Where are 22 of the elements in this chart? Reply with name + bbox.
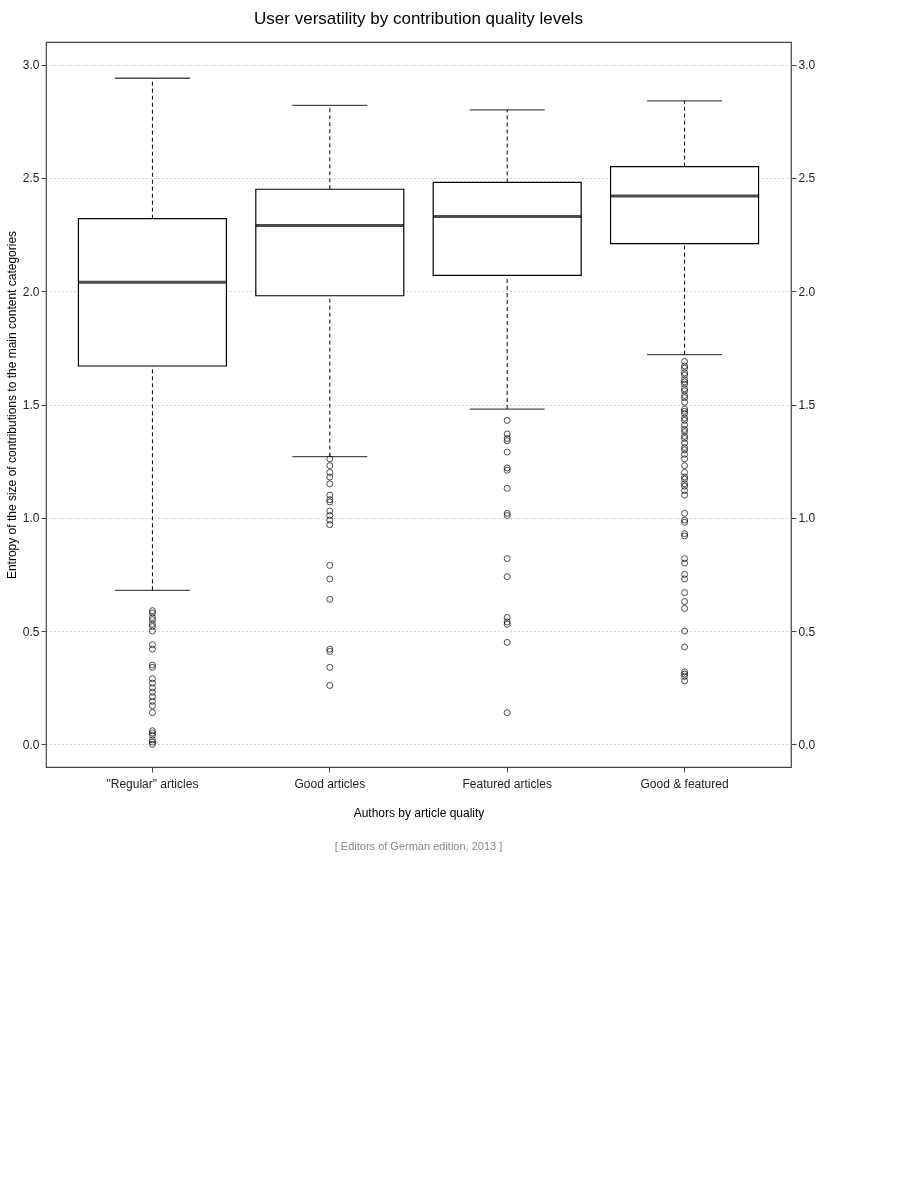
y2-tick-label: 1.0 <box>798 511 816 526</box>
y-tick-label: 2.5 <box>22 171 40 186</box>
y2-tick-label: 3.0 <box>798 58 816 73</box>
y2-tick-label: 1.5 <box>798 398 816 412</box>
y-tick-label: 1.5 <box>22 398 40 412</box>
x-tick-label: Good & featured <box>640 776 729 791</box>
y-tick-label: 3.0 <box>22 58 40 73</box>
text: [ Editors of German edition, 2013 ] <box>334 840 503 852</box>
x-tick-label: Featured articles <box>462 776 552 791</box>
chart-title: User versatility by contribution quality levels <box>254 9 583 28</box>
y-tick-label: 0.5 <box>22 624 40 639</box>
y-axis-title: Entropy of the size of contributions to the main content categories <box>4 230 19 580</box>
x-axis-title: Authors by article quality <box>353 805 485 820</box>
y2-tick-label: 2.0 <box>798 284 816 299</box>
y-tick-label: 0.0 <box>22 737 40 752</box>
y2-tick-label: 0.0 <box>798 737 816 752</box>
y2-tick-label: 0.5 <box>798 624 816 639</box>
x-tick-label: "Regular" articles <box>106 776 199 791</box>
x-tick-label: Good articles <box>294 776 366 791</box>
y2-tick-label: 2.5 <box>798 171 816 186</box>
y-tick-label: 1.0 <box>22 511 40 526</box>
y-tick-label: 2.0 <box>22 284 40 299</box>
